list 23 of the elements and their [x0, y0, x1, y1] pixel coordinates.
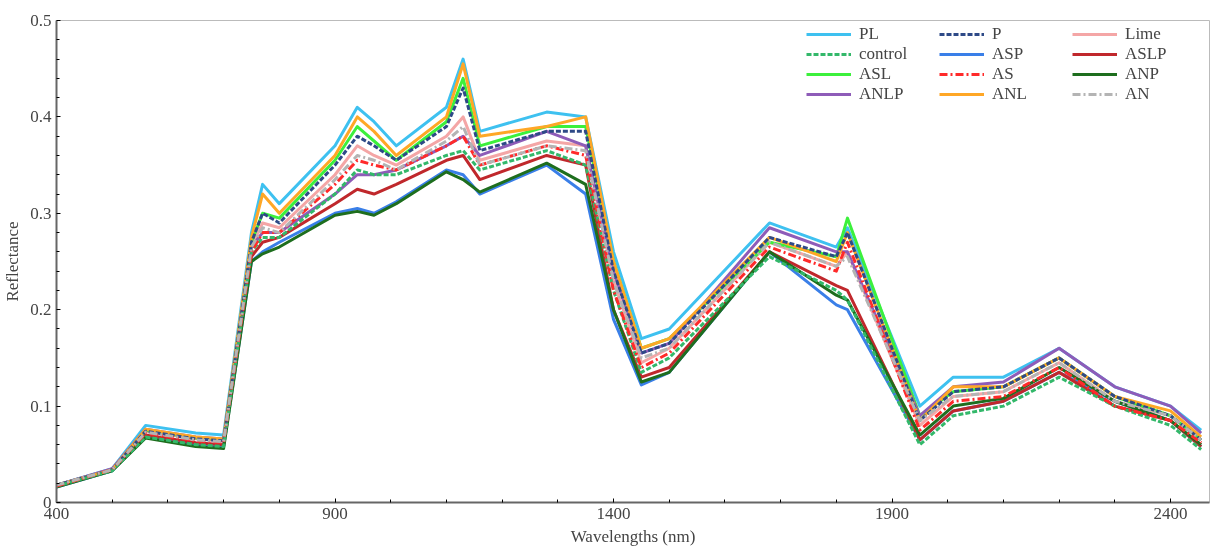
legend-label: ANL — [992, 84, 1028, 104]
legend-label: ASP — [992, 44, 1025, 64]
y-tick-label: 0.5 — [30, 11, 52, 30]
y-tick-label: 0.1 — [30, 396, 52, 416]
x-tick-label: 2400 — [1153, 503, 1188, 523]
y-tick-label: 0.3 — [30, 203, 52, 223]
legend-label: control — [859, 44, 909, 64]
legend-label: Lime — [1125, 24, 1162, 44]
legend-label: AN — [1125, 84, 1151, 104]
legend-label: PL — [859, 24, 880, 44]
x-tick-label: 1900 — [875, 503, 910, 523]
y-axis-title: Reflectance — [3, 221, 23, 302]
legend-label: AS — [992, 64, 1015, 84]
legend-label: ANP — [1125, 64, 1160, 84]
y-tick-label: 0.2 — [30, 300, 52, 320]
x-tick-label: 900 — [322, 503, 348, 523]
legend-label: ANLP — [859, 84, 905, 104]
x-axis-title: Wavelengths (nm) — [570, 526, 696, 546]
x-tick-label: 1400 — [596, 503, 631, 523]
legend-label: ASL — [859, 64, 893, 84]
y-tick-label: 0.4 — [30, 107, 52, 127]
legend-label: ASLP — [1125, 44, 1168, 64]
legend-label: P — [992, 24, 1003, 44]
